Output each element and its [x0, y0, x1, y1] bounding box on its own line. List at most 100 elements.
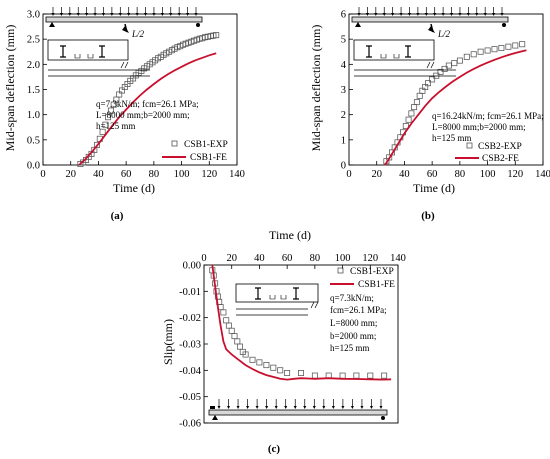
panel-b-section-inset	[353, 39, 456, 77]
panel-b-label: (b)	[421, 210, 435, 222]
panel-a-y-tick-label: 2.5	[27, 35, 40, 46]
panel-b-y-tick-label: 5	[341, 35, 346, 46]
panel-b-y-tick-label: 6	[341, 10, 346, 21]
panel-c-x-axis-label: Time (d)	[269, 228, 311, 242]
panel-b-y-tick-label: 1	[341, 135, 346, 146]
panel-c-y-axis-label: Slip(mm)	[161, 319, 175, 365]
panel-b-exp-point	[425, 80, 431, 87]
panel-c-fe-line	[211, 264, 392, 381]
panel-b-exp-point	[463, 53, 470, 60]
panel-a-x-tick-label: 100	[174, 169, 190, 180]
panel-b-x-axis-label: Time (d)	[413, 181, 455, 195]
panel-c-exp-point	[270, 364, 277, 371]
panel-c-x-tick-label: 40	[254, 253, 265, 264]
panel-b-exp-point	[477, 48, 484, 55]
panel-c-exp-point	[228, 327, 235, 334]
panel-a-exp-point	[105, 114, 112, 121]
panel-c: 0 20 40 60 80 100 120 140 0.00 -0.01 -0.02 -0.03 -0.…	[161, 228, 406, 455]
panel-b-fe-line	[384, 49, 527, 166]
panel-a-annotation-line-2: L=8000 mm;b=2000 mm;	[96, 110, 190, 120]
panel-c-section-inset	[235, 283, 319, 316]
panel-c-exp-point	[231, 333, 238, 340]
panel-c-y-tick-label: 0.00	[183, 261, 201, 272]
panel-c-beam-schematic	[208, 399, 388, 420]
panel-c-x-tick-label: 120	[362, 253, 378, 264]
panel-a-section-inset	[47, 39, 150, 77]
panel-b-y-axis-label: Mid-span deflection (mm)	[309, 25, 323, 152]
panel-a-y-tick-label: 1.5	[27, 85, 40, 96]
panel-a-load-label: L/2	[131, 29, 145, 39]
panel-b-exp-point	[491, 46, 498, 53]
panel-c-exp-point	[242, 351, 249, 358]
panel-b-annotation-line-1: q=16.24kN/m; fcm=26.1 MPa;	[432, 111, 544, 121]
panel-a-x-tick-label: 0	[40, 169, 45, 180]
panel-c-label: (c)	[268, 443, 281, 455]
panel-a-x-axis-label: Time (d)	[113, 181, 155, 195]
panel-b-x-tick-label: 80	[455, 169, 466, 180]
panel-c-y-tick-label: -0.04	[179, 366, 202, 377]
panel-a-x-tick-label: 80	[149, 169, 160, 180]
panel-c-annotation-line-4: b=2000 mm;	[330, 331, 376, 341]
panel-a-x-tick-label: 60	[121, 169, 132, 180]
panel-b-y-tick-label: 0	[341, 161, 346, 172]
panel-c-exp-point	[237, 343, 243, 350]
panel-b-x-tick-label: 140	[535, 169, 550, 180]
panel-b-exp-point	[405, 116, 412, 123]
panel-b-exp-point	[470, 51, 477, 58]
panel-b-exp-point	[505, 43, 512, 50]
panel-a-y-tick-label: 1.0	[27, 110, 40, 121]
panel-c-exp-point	[311, 372, 318, 379]
panel-c-x-tick-label: 100	[335, 253, 351, 264]
panel-a-plot-area	[42, 13, 238, 167]
panel-c-annotation: q=7.3kN/m; fcm=26.1 MPa; L=8000 mm; b=20…	[330, 293, 387, 353]
panel-a-fe-line	[78, 52, 217, 166]
panel-b-x-tick-label: 100	[480, 169, 496, 180]
panel-b-exp-point	[512, 42, 519, 49]
panel-b-exp-point	[429, 76, 436, 83]
panel-c-exp-point	[249, 356, 256, 363]
panel-c-exp-point	[225, 322, 232, 329]
panel-b-annotation: q=16.24kN/m; fcm=26.1 MPa; L=8000 mm;b=2…	[432, 111, 544, 143]
panel-c-ticks: 0 20 40 60 80 100 120 140 0.00 -0.01 -0.02 -0.03 -0.…	[179, 253, 406, 430]
panel-b-beam-schematic	[351, 7, 509, 33]
panel-c-exp-point	[353, 372, 360, 379]
panel-a-exp-point	[213, 32, 220, 39]
panel-b-legend: CSB2-EXP CSB2-FE	[455, 142, 522, 164]
panel-c-x-tick-label: 20	[226, 253, 237, 264]
panel-c-legend-fe-label: CSB1-FE	[358, 280, 395, 290]
panel-a-annotation-line-3: h=125 mm	[96, 121, 135, 131]
panel-a-y-tick-label: 3.0	[27, 10, 40, 21]
panel-c-exp-point	[223, 317, 230, 324]
panel-b-exp-point	[498, 45, 505, 51]
panel-a-legend: CSB1-EXP CSB1-FE	[162, 140, 228, 163]
panel-b-exp-point	[456, 57, 463, 64]
panel-c-y-tick-label: -0.05	[179, 392, 201, 403]
panel-c-x-tick-label: 60	[282, 253, 293, 264]
panel-c-y-tick-label: -0.01	[179, 287, 201, 298]
panel-b-y-tick-label: 2	[341, 110, 346, 121]
panel-c-exp-point	[220, 309, 227, 316]
panel-b-legend-fe-label: CSB2-FE	[482, 154, 519, 164]
panel-a: 0 20 40 60 80 100 120 1400.00.51.01.52.02.53.0 …	[3, 7, 245, 222]
panel-c-legend-exp-label: CSB1-EXP	[350, 267, 394, 277]
panel-b-y-tick-label: 3	[341, 85, 346, 96]
panel-b: 0 20 40 60 80 100 120 140 0 1 2 3 4 5 6 L/2 q=16.24kN/…	[309, 7, 550, 222]
panel-c-x-tick-label: 0	[201, 253, 206, 264]
panel-c-annotation-line-3: L=8000 mm;	[330, 318, 377, 328]
panel-b-exp-point	[416, 92, 423, 99]
panel-c-exp-point	[256, 359, 263, 366]
panel-b-exp-point	[413, 99, 420, 106]
panel-b-ticks: 0 20 40 60 80 100 120 140 0 1 2 3 4 5 6	[341, 10, 550, 181]
panel-c-exp-point	[339, 372, 346, 379]
panel-b-legend-exp-label: CSB2-EXP	[478, 142, 522, 152]
panel-b-exp-point	[519, 41, 526, 48]
panel-b-exp-point	[402, 123, 409, 129]
panel-b-load-label: L/2	[437, 29, 451, 39]
panel-a-exp-point	[99, 128, 106, 135]
panel-b-exp-point	[451, 60, 458, 67]
panel-a-legend-fe-label: CSB1-FE	[190, 153, 227, 163]
panel-a-exp-point	[107, 107, 114, 114]
panel-b-x-tick-label: 20	[371, 169, 382, 180]
panel-c-exp-point	[277, 367, 284, 374]
